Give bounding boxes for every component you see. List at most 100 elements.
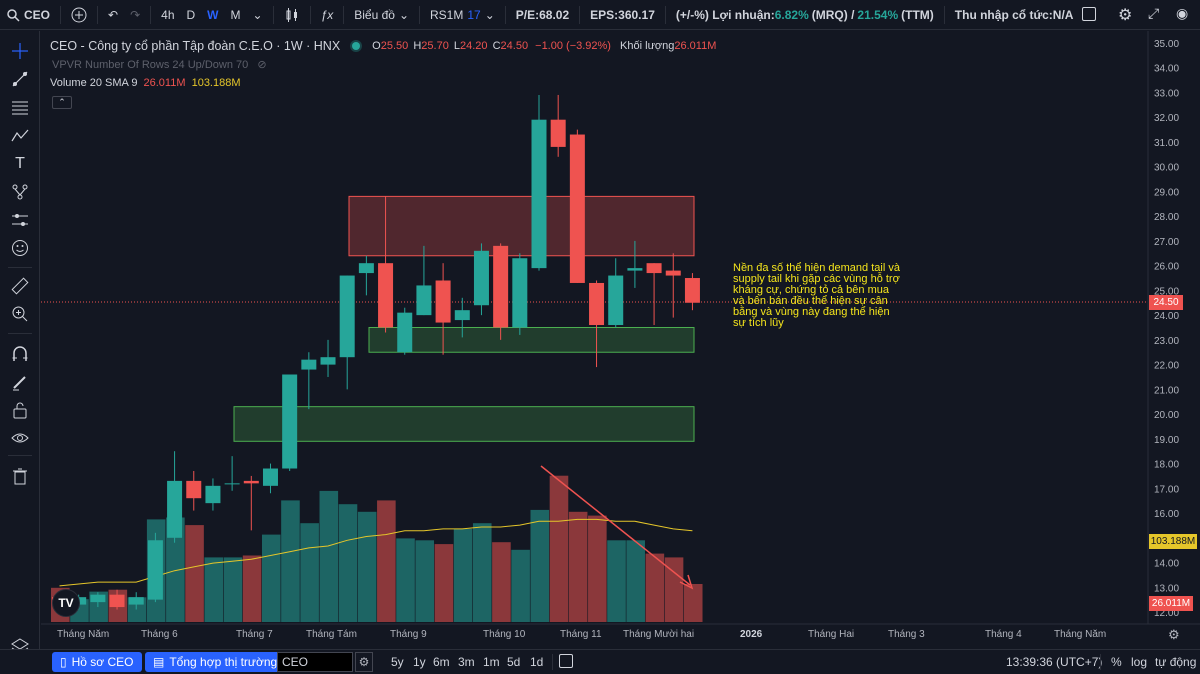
profile-button[interactable]: ▯ Hồ sơ CEO xyxy=(52,652,142,672)
range-6m[interactable]: 6m xyxy=(433,655,450,669)
range-3m[interactable]: 3m xyxy=(458,655,475,669)
chart-legend: CEO - Công ty cổ phần Tập đoàn C.E.O · 1… xyxy=(50,39,716,53)
open-label: O xyxy=(372,40,381,52)
volume-bar xyxy=(626,540,645,622)
fullscreen-layout-icon[interactable] xyxy=(1082,7,1096,21)
range-5y[interactable]: 5y xyxy=(391,655,404,669)
magnet-icon[interactable] xyxy=(9,343,31,365)
fib-retracement-icon[interactable] xyxy=(9,97,31,119)
price-tick-label: 18.00 xyxy=(1154,460,1179,471)
expand-icon[interactable]: ⤢ xyxy=(1148,5,1160,21)
volume-bar xyxy=(204,557,224,622)
range-1d[interactable]: 1d xyxy=(530,655,544,669)
candle-body xyxy=(665,270,681,276)
price-tick-label: 14.00 xyxy=(1154,559,1179,570)
candle-body xyxy=(167,480,183,538)
redo-button[interactable]: ↷ xyxy=(124,0,146,30)
symbol-search[interactable]: CEO xyxy=(0,0,56,30)
log-toggle[interactable]: log xyxy=(1131,655,1148,669)
crosshair-icon[interactable] xyxy=(9,40,31,62)
profit-ttm-tag: (TTM) xyxy=(901,7,934,22)
interval-m[interactable]: M xyxy=(230,7,241,22)
trendline-icon[interactable] xyxy=(9,68,31,90)
vpvr-label: VPVR Number Of Rows 24 Up/Down 70 xyxy=(52,59,249,71)
input-settings-icon[interactable]: ⚙ xyxy=(355,652,373,672)
volume-sma-value: 103.188M xyxy=(191,77,241,89)
price-tick-label: 16.00 xyxy=(1154,509,1179,520)
ruler-icon[interactable] xyxy=(9,275,31,297)
candle-body xyxy=(378,263,394,328)
text-tool-icon[interactable]: T xyxy=(15,155,25,172)
price-tick-label: 13.00 xyxy=(1154,583,1179,594)
node-icon[interactable] xyxy=(9,181,31,203)
search-icon xyxy=(7,8,20,22)
trash-icon[interactable] xyxy=(9,465,31,487)
price-tick-label: 32.00 xyxy=(1154,113,1179,124)
close-label: C xyxy=(492,40,501,52)
chart-style-button[interactable] xyxy=(278,0,306,30)
vpvr-legend[interactable]: VPVR Number Of Rows 24 Up/Down 70 ⊘ xyxy=(52,58,267,71)
volume-bar xyxy=(338,504,358,622)
indicators-button[interactable]: ƒx xyxy=(315,0,340,30)
interval-w[interactable]: W xyxy=(207,7,219,22)
last-price-badge: 24.50 xyxy=(1149,295,1183,310)
volume-bar xyxy=(319,490,339,622)
tradingview-logo[interactable]: TV xyxy=(52,589,80,617)
auto-toggle[interactable]: tự động xyxy=(1155,655,1197,669)
percent-toggle[interactable]: % xyxy=(1111,655,1122,669)
pattern-icon[interactable] xyxy=(9,125,31,147)
fx-icon: ƒx xyxy=(320,7,334,22)
interval-d[interactable]: D xyxy=(186,7,196,22)
annotation-text[interactable]: Nền đa số thể hiện demand tail và supply… xyxy=(733,262,900,329)
settings-gear-icon[interactable]: ⚙ xyxy=(1118,7,1133,24)
time-axis-settings-icon[interactable]: ⚙ xyxy=(1168,627,1180,642)
range-5d[interactable]: 5d xyxy=(507,655,521,669)
emoji-icon[interactable] xyxy=(9,237,31,259)
eye-crossed-icon[interactable]: ⊘ xyxy=(257,59,267,71)
camera-icon[interactable]: ◉ xyxy=(1176,5,1189,21)
volume-bar xyxy=(530,509,550,622)
compare-button[interactable] xyxy=(65,0,93,30)
volume-legend[interactable]: Volume 20 SMA 9 26.011M 103.188M xyxy=(50,77,241,89)
legend-title[interactable]: CEO - Công ty cổ phần Tập đoàn C.E.O · 1… xyxy=(50,39,341,53)
market-summary-button[interactable]: ▤ Tổng hợp thị trường xyxy=(145,652,286,672)
supply-zone xyxy=(348,195,695,257)
zoom-in-icon[interactable] xyxy=(9,303,31,325)
interval-dropdown[interactable]: ⌄ xyxy=(247,0,269,30)
chevron-down-icon: ⌄ xyxy=(252,7,263,22)
volume-bar xyxy=(415,540,434,622)
collapse-legend-button[interactable]: ⌃ xyxy=(52,96,72,109)
price-chart[interactable]: 35.00 34.00 33.00 32.00 31.00 30.00 29.00 28.00… xyxy=(41,31,1200,649)
range-1m[interactable]: 1m xyxy=(483,655,500,669)
calendar-icon[interactable] xyxy=(559,654,573,668)
stay-drawing-icon[interactable] xyxy=(9,371,31,393)
chart-type-dropdown[interactable]: Biểu đồ ⌄ xyxy=(348,0,415,30)
candle-body xyxy=(473,250,489,306)
volume-bar xyxy=(645,553,665,622)
undo-button[interactable]: ↶ xyxy=(102,0,124,30)
rs-dropdown[interactable]: RS1M 17 ⌄ xyxy=(424,0,501,30)
prediction-icon[interactable] xyxy=(9,209,31,231)
candle-body xyxy=(128,597,144,605)
range-1y[interactable]: 1y xyxy=(413,655,426,669)
interval-4h[interactable]: 4h xyxy=(161,7,175,22)
candle-body xyxy=(282,374,298,469)
time-label: Tháng 10 xyxy=(483,629,526,640)
lock-icon[interactable] xyxy=(9,399,31,421)
price-tick-label: 12.00 xyxy=(1154,608,1179,619)
volume-bar xyxy=(607,540,626,622)
volume-bar xyxy=(453,528,473,622)
candle-body xyxy=(512,258,528,328)
profit-info: (+/-%) Lợi nhuận: 6.82% (MRQ) / 21.54% (… xyxy=(670,0,940,30)
annotation-arrow-head xyxy=(679,574,694,590)
chevron-up-icon: ⌃ xyxy=(58,97,66,107)
volume-value: 26.011M xyxy=(674,40,717,52)
ohlc-values: O25.50 H25.70 L24.20 C24.50 −1.00 (−3.92… xyxy=(372,40,716,52)
symbol-input[interactable] xyxy=(277,652,353,672)
volume-bar xyxy=(242,555,262,622)
candles-icon xyxy=(286,7,297,22)
clock-time[interactable]: 13:39:36 (UTC+7) xyxy=(1006,655,1103,669)
eye-icon[interactable] xyxy=(9,427,31,449)
price-tick-label: 22.00 xyxy=(1154,361,1179,372)
volume-bar xyxy=(434,544,454,622)
